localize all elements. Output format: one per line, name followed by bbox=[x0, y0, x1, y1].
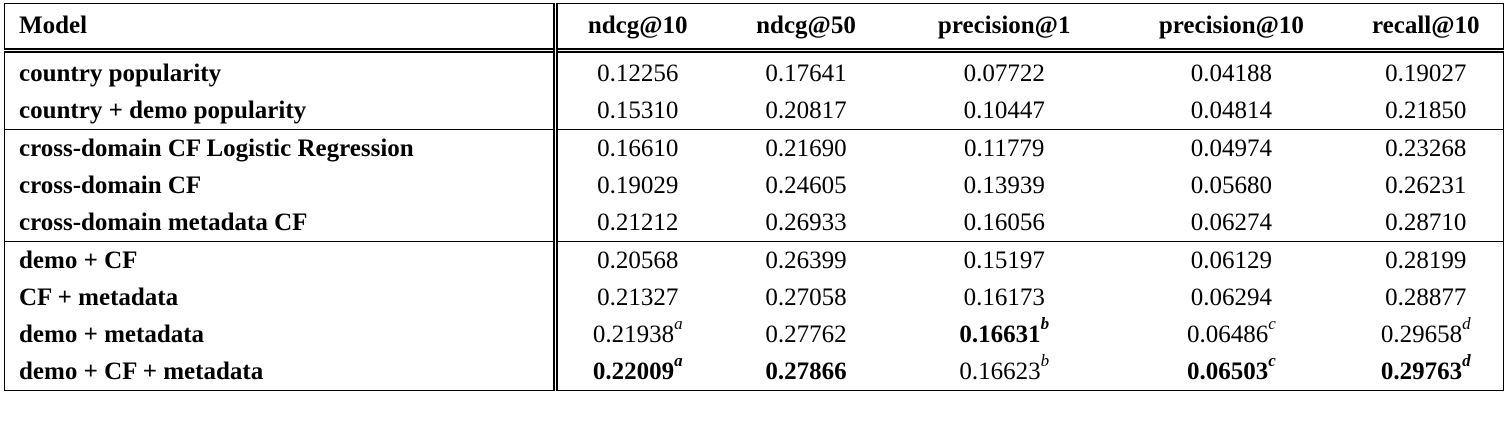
significance-marker: a bbox=[674, 351, 683, 371]
cell-precision1: 0.11779 bbox=[894, 129, 1115, 167]
cell-ndcg50: 0.26399 bbox=[717, 241, 895, 279]
model-name: demo + metadata bbox=[4, 316, 558, 353]
model-name: cross-domain CF bbox=[4, 167, 558, 204]
table-row: cross-domain CF 0.19029 0.24605 0.13939 … bbox=[4, 167, 1504, 204]
header-ndcg10: ndcg@10 bbox=[555, 3, 718, 51]
table-row: demo + metadata 0.21938a 0.27762 0.16631… bbox=[4, 314, 1504, 353]
cell-ndcg10: 0.22009a bbox=[555, 351, 718, 391]
cell-ndcg50: 0.27762 bbox=[765, 320, 847, 348]
value: 0.16623 bbox=[959, 357, 1041, 385]
cell-ndcg50: 0.24605 bbox=[765, 171, 847, 199]
value: 0.29658 bbox=[1380, 320, 1463, 348]
cell-ndcg50: 0.27058 bbox=[765, 283, 847, 311]
table-row: cross-domain metadata CF 0.21212 0.26933… bbox=[4, 204, 1504, 242]
value: 0.21938 bbox=[592, 320, 675, 348]
significance-marker: a bbox=[674, 314, 683, 334]
cell-precision1: 0.07722 bbox=[894, 48, 1115, 92]
model-name: country + demo popularity bbox=[4, 92, 558, 130]
cell-recall10: 0.29763d bbox=[1348, 351, 1504, 391]
value: 0.06503 bbox=[1186, 357, 1269, 385]
cell-ndcg10: 0.20568 bbox=[555, 241, 718, 279]
cell-recall10: 0.23268 bbox=[1348, 129, 1504, 167]
cell-precision10: 0.06503c bbox=[1114, 351, 1349, 391]
header-model: Model bbox=[4, 3, 558, 51]
cell-precision10: 0.04188 bbox=[1114, 48, 1349, 92]
header-precision10: precision@10 bbox=[1114, 3, 1349, 51]
model-name: cross-domain CF Logistic Regression bbox=[4, 129, 558, 167]
cell-precision10: 0.05680 bbox=[1190, 171, 1272, 199]
results-table: Model ndcg@10 ndcg@50 precision@1 precis… bbox=[4, 3, 1504, 391]
model-name: cross-domain metadata CF bbox=[4, 204, 558, 242]
header-row: Model ndcg@10 ndcg@50 precision@1 precis… bbox=[4, 3, 1504, 51]
results-table-container: Model ndcg@10 ndcg@50 precision@1 precis… bbox=[4, 3, 1504, 391]
table-row: country popularity 0.12256 0.17641 0.077… bbox=[4, 48, 1504, 92]
significance-marker: d bbox=[1462, 351, 1471, 371]
cell-recall10: 0.29658d bbox=[1348, 314, 1503, 353]
cell-ndcg10: 0.21327 bbox=[597, 283, 679, 311]
cell-precision1: 0.10447 bbox=[963, 96, 1045, 124]
value: 0.16631 bbox=[959, 320, 1041, 348]
cell-recall10: 0.26231 bbox=[1385, 171, 1467, 199]
cell-recall10: 0.28877 bbox=[1385, 283, 1467, 311]
cell-precision10: 0.04974 bbox=[1114, 129, 1349, 167]
cell-recall10: 0.21850 bbox=[1385, 96, 1467, 124]
cell-ndcg10: 0.21938a bbox=[555, 314, 718, 353]
header-recall10: recall@10 bbox=[1348, 3, 1504, 51]
cell-ndcg10: 0.21212 bbox=[597, 208, 679, 236]
table-row: demo + CF + metadata 0.22009a 0.27866 0.… bbox=[4, 351, 1504, 391]
value: 0.29763 bbox=[1380, 357, 1463, 385]
model-name: demo + CF bbox=[4, 241, 558, 279]
cell-precision10: 0.06486c bbox=[1114, 314, 1348, 353]
significance-marker: b bbox=[1040, 314, 1050, 334]
cell-precision10: 0.06294 bbox=[1190, 283, 1272, 311]
model-name: country popularity bbox=[4, 48, 558, 92]
cell-ndcg50: 0.20817 bbox=[765, 96, 847, 124]
significance-marker: d bbox=[1462, 314, 1471, 334]
header-ndcg50: ndcg@50 bbox=[717, 3, 895, 51]
table-row: country + demo popularity 0.15310 0.2081… bbox=[4, 92, 1504, 130]
model-name: CF + metadata bbox=[4, 279, 558, 316]
cell-ndcg10: 0.19029 bbox=[597, 171, 679, 199]
cell-recall10: 0.28199 bbox=[1348, 241, 1504, 279]
table-row: demo + CF 0.20568 0.26399 0.15197 0.0612… bbox=[4, 241, 1504, 279]
cell-precision10: 0.06274 bbox=[1190, 208, 1272, 236]
cell-ndcg10: 0.12256 bbox=[555, 48, 718, 92]
cell-ndcg50: 0.26933 bbox=[765, 208, 847, 236]
cell-precision1: 0.16173 bbox=[963, 283, 1045, 311]
significance-marker: b bbox=[1040, 351, 1050, 371]
value: 0.22009 bbox=[592, 357, 675, 385]
table-row: CF + metadata 0.21327 0.27058 0.16173 0.… bbox=[4, 279, 1504, 316]
model-name: demo + CF + metadata bbox=[4, 353, 558, 391]
cell-precision1: 0.15197 bbox=[894, 241, 1115, 279]
cell-precision10: 0.06129 bbox=[1114, 241, 1349, 279]
cell-precision1: 0.16056 bbox=[963, 208, 1045, 236]
cell-ndcg50: 0.17641 bbox=[717, 48, 895, 92]
cell-precision1: 0.16631b bbox=[894, 314, 1114, 353]
significance-marker: c bbox=[1268, 314, 1276, 334]
cell-ndcg10: 0.16610 bbox=[555, 129, 718, 167]
cell-recall10: 0.28710 bbox=[1385, 208, 1467, 236]
cell-ndcg10: 0.15310 bbox=[597, 96, 679, 124]
cell-recall10: 0.19027 bbox=[1348, 48, 1504, 92]
cell-precision1: 0.13939 bbox=[963, 171, 1045, 199]
table-row: cross-domain CF Logistic Regression 0.16… bbox=[4, 129, 1504, 167]
significance-marker: c bbox=[1268, 351, 1276, 371]
cell-ndcg50: 0.21690 bbox=[717, 129, 895, 167]
header-precision1: precision@1 bbox=[894, 3, 1115, 51]
cell-ndcg50: 0.27866 bbox=[717, 353, 895, 391]
cell-precision10: 0.04814 bbox=[1190, 96, 1272, 124]
cell-precision1: 0.16623b bbox=[894, 351, 1115, 391]
value: 0.06486 bbox=[1186, 320, 1269, 348]
